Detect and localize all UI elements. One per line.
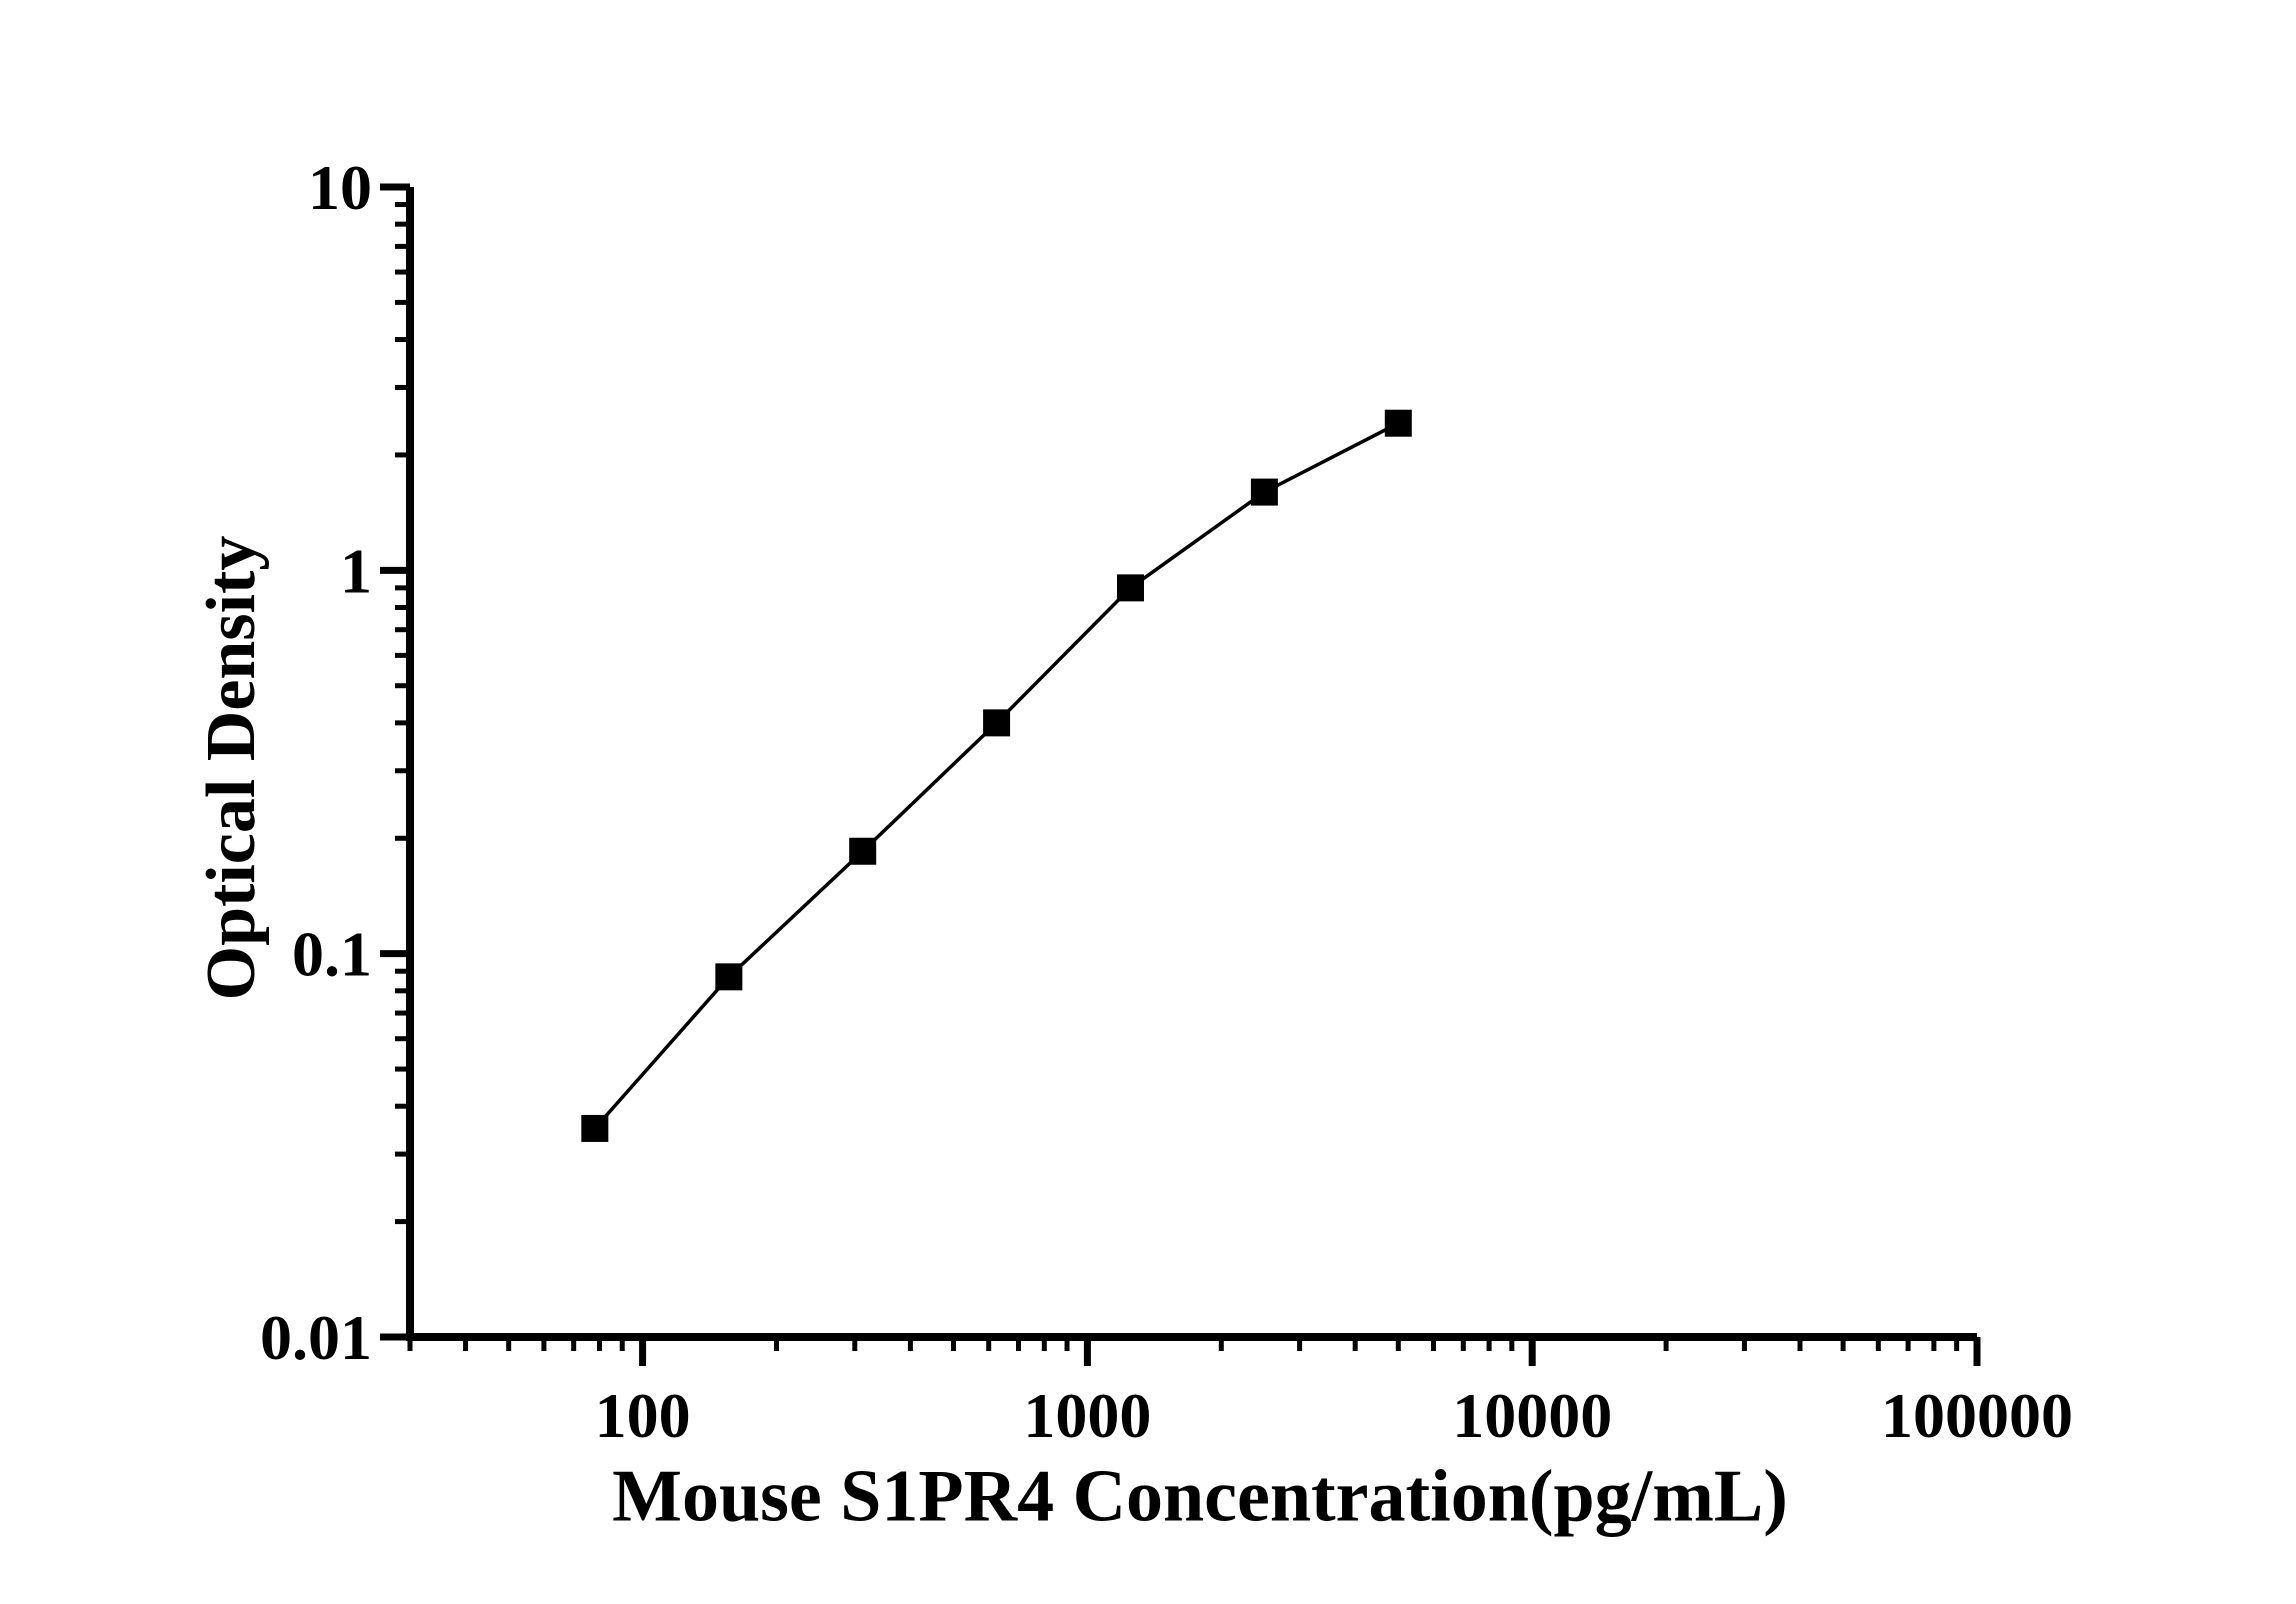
y-tick-label: 0.1 [292, 919, 372, 990]
data-point-marker [1116, 574, 1144, 602]
x-tick-label: 1000 [1023, 1380, 1151, 1451]
data-point-marker [1384, 409, 1412, 437]
y-tick-label: 1 [340, 535, 372, 606]
x-tick-label: 10000 [1452, 1380, 1612, 1451]
data-point-marker [715, 963, 743, 991]
x-tick-label: 100 [595, 1380, 691, 1451]
y-tick-label: 10 [308, 152, 372, 223]
x-tick-label: 100000 [1881, 1380, 2073, 1451]
data-point-marker [1250, 478, 1278, 506]
x-axis-title: Mouse S1PR4 Concentration(pg/mL) [612, 1455, 1788, 1538]
data-point-marker [983, 709, 1011, 737]
standard-curve-line [593, 421, 1400, 1130]
data-point-marker [581, 1114, 609, 1142]
y-axis-title: Optical Density [193, 535, 270, 1001]
y-tick-label: 0.01 [260, 1302, 372, 1373]
data-point-marker [849, 837, 877, 865]
